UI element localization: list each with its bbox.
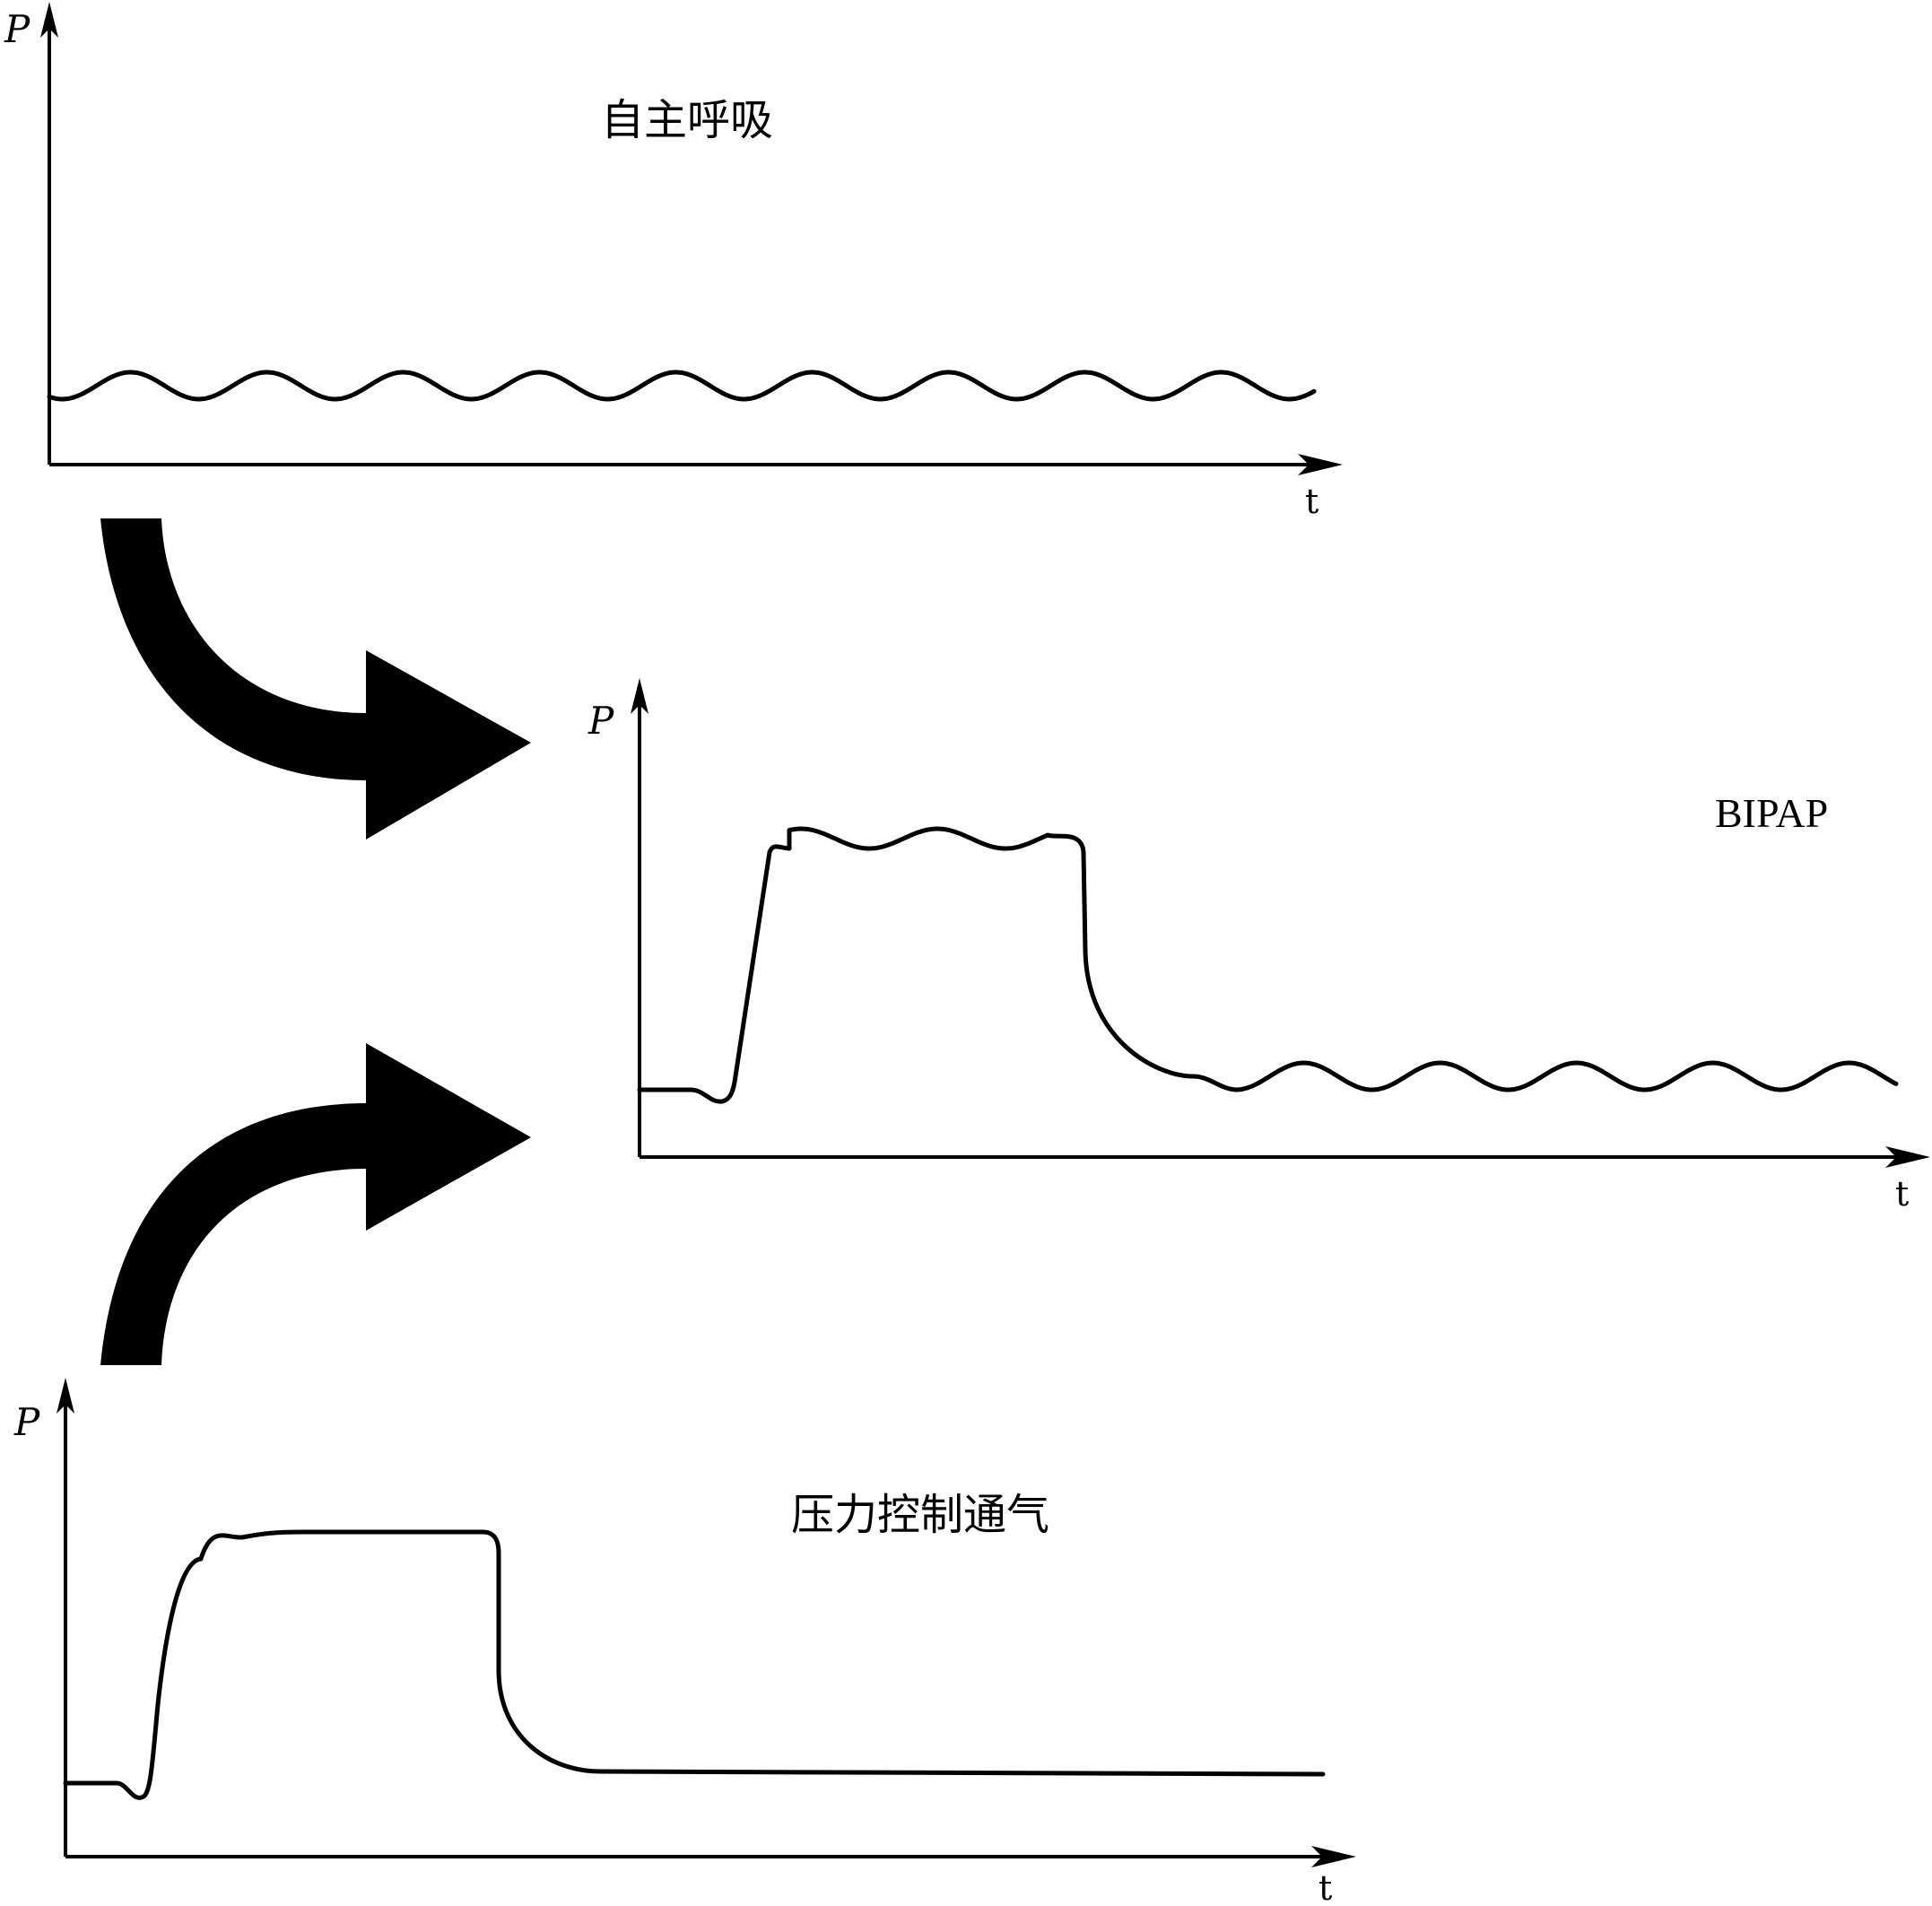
bipap-y-arrowhead xyxy=(631,678,648,714)
curved-arrow-pressure-control-to-bipap xyxy=(100,1043,531,1365)
bipap-x-arrowhead xyxy=(1885,1146,1930,1168)
pressure-control-y-arrowhead xyxy=(57,1378,74,1414)
pressure-control-x-arrowhead xyxy=(1311,1846,1356,1867)
spontaneous-x-axis-label: t xyxy=(1305,482,1318,521)
panel-bipap: P t BIPAP xyxy=(587,678,1930,1214)
pressure-control-y-axis-label: P xyxy=(13,1400,40,1444)
panel-pressure-control: P t 压力控制通气 xyxy=(13,1378,1356,1906)
bipap-y-axis-label: P xyxy=(587,699,614,743)
spontaneous-y-arrowhead xyxy=(40,2,58,38)
panel-spontaneous: P t 自主呼吸 xyxy=(4,2,1343,521)
spontaneous-x-arrowhead xyxy=(1298,454,1343,475)
pressure-control-x-axis-label: t xyxy=(1318,1868,1332,1906)
spontaneous-title: 自主呼吸 xyxy=(601,95,773,145)
spontaneous-y-axis-label: P xyxy=(4,7,30,51)
curved-arrow-spontaneous-to-bipap xyxy=(100,518,531,840)
bipap-pressure-curve xyxy=(637,826,1899,1104)
bipap-x-axis-label: t xyxy=(1895,1174,1909,1214)
pressure-control-title: 压力控制通气 xyxy=(791,1490,1049,1540)
spontaneous-pressure-curve xyxy=(47,370,1317,402)
bipap-title: BIPAP xyxy=(1715,790,1828,836)
pressure-control-pressure-curve xyxy=(63,1529,1326,1800)
